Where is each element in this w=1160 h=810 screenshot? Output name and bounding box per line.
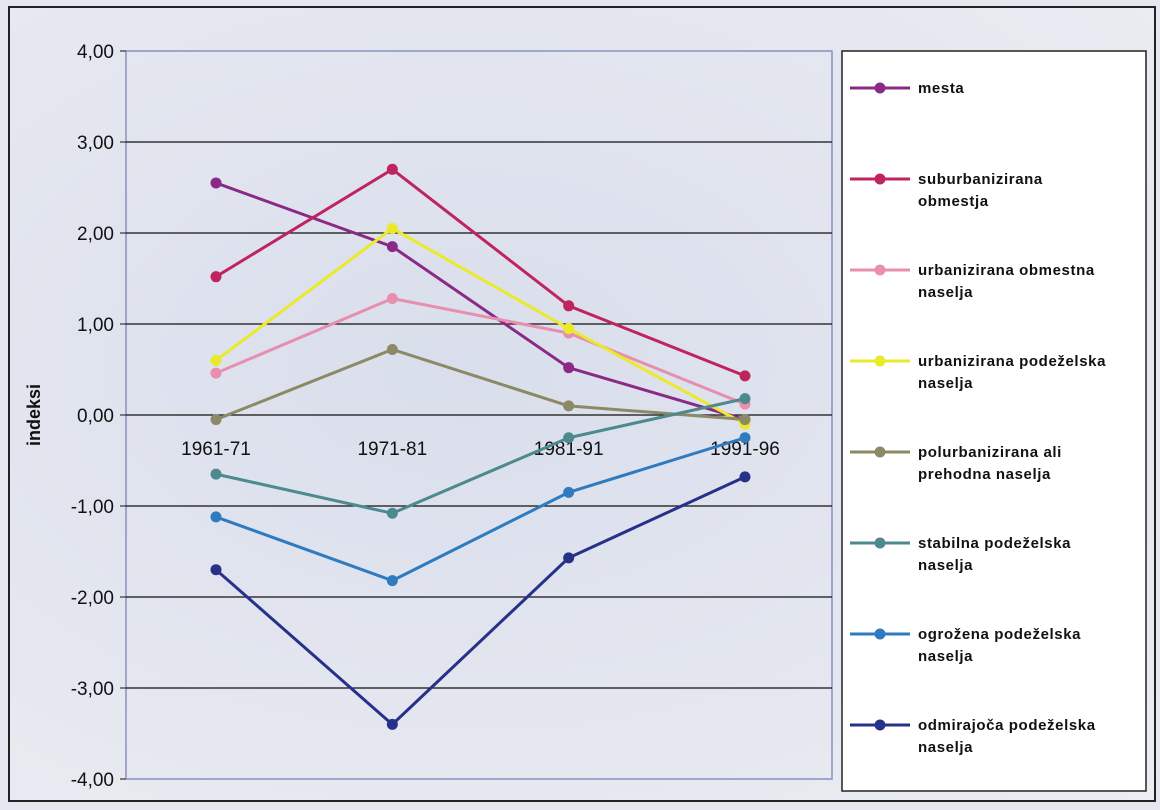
legend-label: urbanizirana obmestna naselja <box>918 262 1095 301</box>
legend-marker <box>874 355 886 367</box>
data-point <box>386 293 398 305</box>
legend-label: suburbanizirana obmestja <box>918 171 1043 210</box>
gridlines <box>126 141 832 689</box>
legend-marker <box>874 446 886 458</box>
data-point <box>563 323 575 335</box>
data-point <box>210 414 222 426</box>
data-point <box>739 393 751 405</box>
series-line-7 <box>215 436 746 583</box>
data-point <box>386 241 398 253</box>
y-tick-label: -4,00 <box>71 770 114 791</box>
y-tick-label: 0,00 <box>77 406 114 427</box>
data-point <box>386 507 398 519</box>
y-tick-label: -1,00 <box>71 497 114 518</box>
y-tick-label: -2,00 <box>71 588 114 609</box>
data-point <box>386 575 398 587</box>
chart-frame: 4,00 3,00 2,00 1,00 0,00 -1,00 -2,00 -3,00 -4,00… <box>8 6 1156 802</box>
legend-label: ogrožena podeželska naselja <box>918 626 1081 665</box>
x-tick-label: 1961-71 <box>181 439 251 460</box>
legend-marker <box>874 628 886 640</box>
data-point <box>386 163 398 175</box>
data-point <box>210 468 222 480</box>
series-line-5 <box>215 347 746 422</box>
data-point <box>386 343 398 355</box>
data-point <box>386 718 398 730</box>
x-tick-label: 1971-81 <box>357 439 427 460</box>
x-axis-ticks: 1961-71 1971-81 1981-91 1991-96 <box>181 439 780 460</box>
data-point <box>563 362 575 374</box>
series-line-3 <box>215 297 746 406</box>
series-line-8 <box>215 475 746 726</box>
data-point <box>210 177 222 189</box>
legend-marker <box>874 264 886 276</box>
legend: mesta suburbanizirana obmestja urbanizirana… <box>850 80 1106 756</box>
data-point <box>563 552 575 564</box>
series-line-1 <box>215 181 746 421</box>
series-lines <box>210 163 751 730</box>
legend-marker <box>874 537 886 549</box>
data-point <box>739 370 751 382</box>
legend-label: odmirajoča podeželska naselja <box>918 717 1096 756</box>
data-point <box>739 432 751 444</box>
y-tick-label: 3,00 <box>77 133 114 154</box>
legend-box <box>841 50 1147 792</box>
data-point <box>563 400 575 412</box>
data-point <box>210 564 222 576</box>
data-point <box>210 354 222 366</box>
data-point <box>563 432 575 444</box>
legend-label: stabilna podeželska naselja <box>918 535 1071 574</box>
data-point <box>563 486 575 498</box>
y-axis-ticks: 4,00 3,00 2,00 1,00 0,00 -1,00 -2,00 -3,00 -4,00 <box>71 42 126 791</box>
legend-marker <box>874 173 886 185</box>
data-point <box>386 222 398 234</box>
y-tick-label: 4,00 <box>77 42 114 63</box>
data-point <box>739 414 751 426</box>
y-tick-label: 2,00 <box>77 224 114 245</box>
legend-marker <box>874 82 886 94</box>
data-point <box>739 471 751 483</box>
legend-marker <box>874 719 886 731</box>
legend-label: polurbanizirana ali prehodna naselja <box>918 444 1062 483</box>
series-line-2 <box>215 167 746 378</box>
data-point <box>210 367 222 379</box>
series-line-6 <box>215 397 746 515</box>
line-chart: 4,00 3,00 2,00 1,00 0,00 -1,00 -2,00 -3,00 -4,00… <box>24 42 1147 792</box>
y-tick-label: -3,00 <box>71 679 114 700</box>
legend-label: mesta <box>918 80 964 97</box>
data-point <box>563 300 575 312</box>
data-point <box>210 271 222 283</box>
data-point <box>210 511 222 523</box>
series-line-4 <box>215 226 746 426</box>
y-tick-label: 1,00 <box>77 315 114 336</box>
legend-label: urbanizirana podeželska naselja <box>918 353 1106 392</box>
y-axis-title: indeksi <box>24 384 44 446</box>
